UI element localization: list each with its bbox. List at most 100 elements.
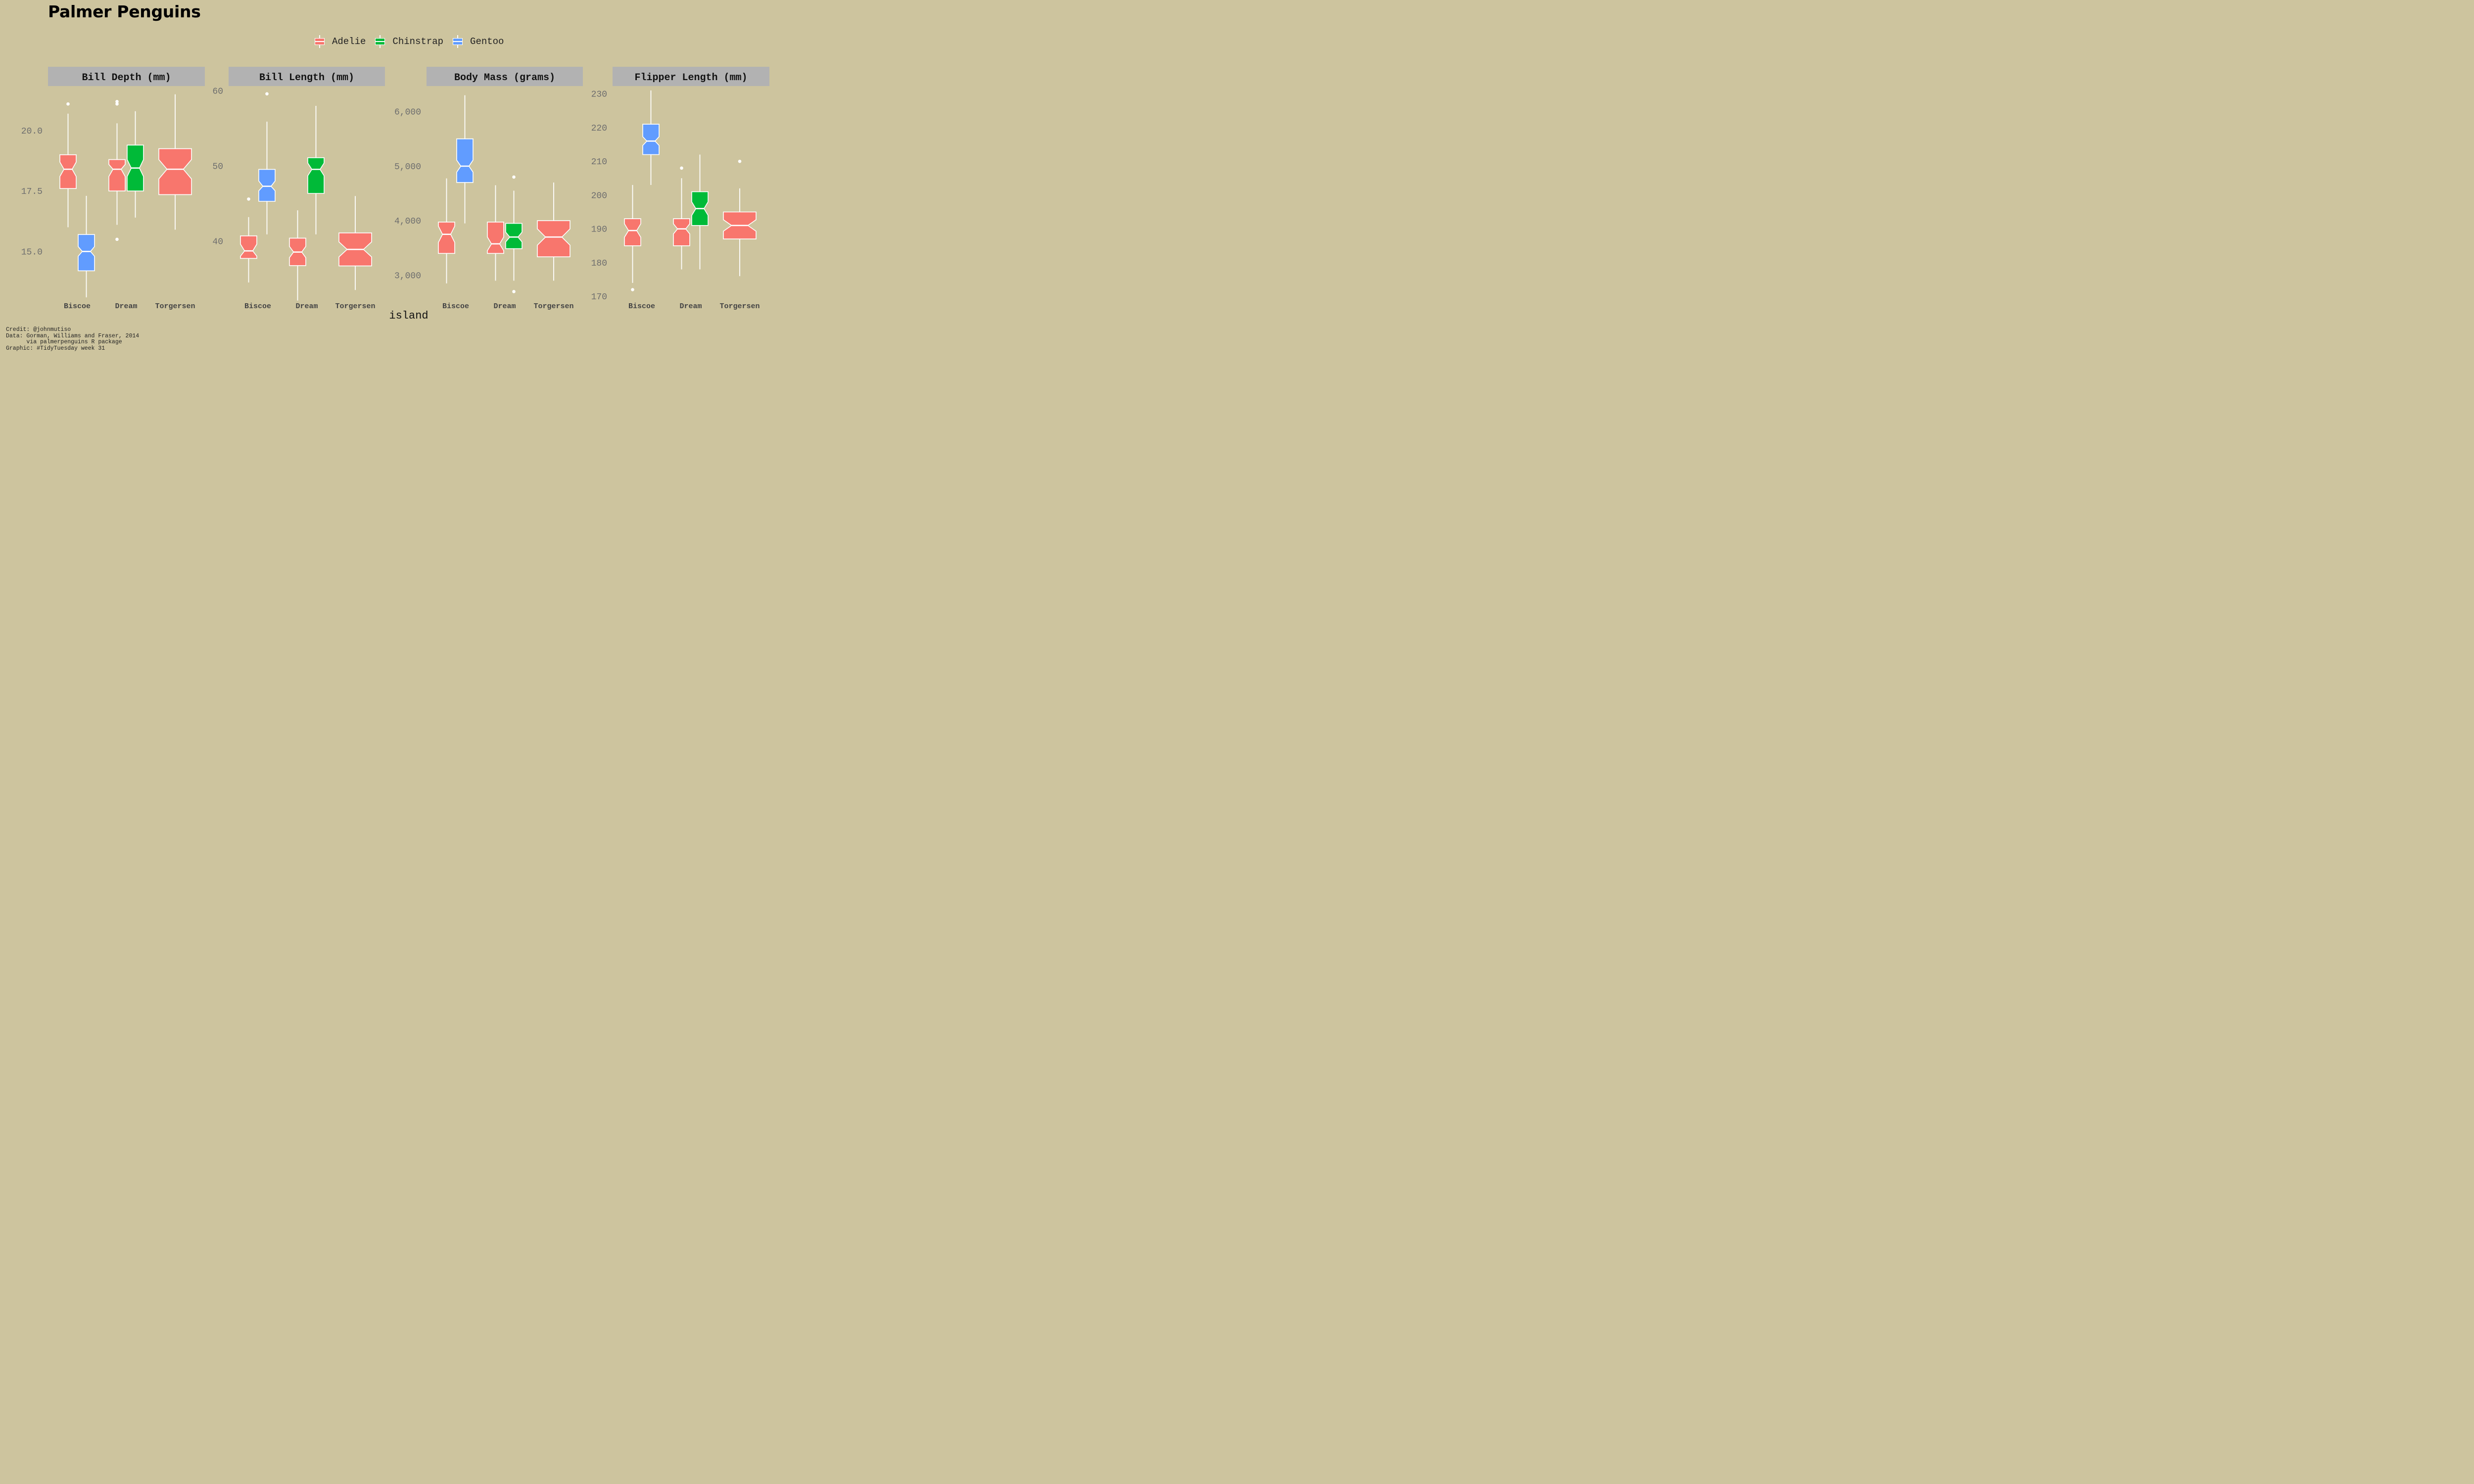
box-biscoe-gentoo bbox=[258, 92, 276, 234]
outlier-point bbox=[247, 197, 250, 201]
box-dream-chinstrap bbox=[307, 105, 325, 234]
caption-line: Credit: @johnmutiso bbox=[6, 326, 71, 333]
y-tick-label: 190 bbox=[591, 225, 607, 235]
box-body bbox=[624, 218, 641, 246]
facet-title: Bill Depth (mm) bbox=[82, 72, 171, 84]
chart-title: Palmer Penguins bbox=[48, 2, 201, 21]
x-tick-label: Dream bbox=[115, 302, 137, 311]
box-dream-chinstrap bbox=[505, 175, 523, 293]
x-tick-label: Biscoe bbox=[628, 302, 655, 311]
legend-key-adelie bbox=[313, 35, 326, 48]
box-torgersen-adelie bbox=[723, 159, 757, 277]
outlier-point bbox=[631, 288, 634, 291]
outlier-point bbox=[66, 102, 70, 106]
x-tick-label: Dream bbox=[679, 302, 702, 311]
y-tick-label: 60 bbox=[212, 87, 223, 97]
legend-item-chinstrap: Chinstrap bbox=[374, 35, 443, 48]
box-biscoe-adelie bbox=[438, 178, 455, 283]
outlier-point bbox=[265, 92, 269, 95]
box-body bbox=[537, 220, 571, 258]
box-body bbox=[78, 234, 95, 272]
box-biscoe-adelie bbox=[240, 197, 257, 283]
box-biscoe-gentoo bbox=[642, 90, 660, 185]
facet-strip bbox=[427, 67, 583, 86]
box-dream-adelie bbox=[289, 210, 306, 301]
box-torgersen-adelie bbox=[338, 196, 372, 290]
outlier-point bbox=[115, 237, 119, 241]
x-tick-label: Biscoe bbox=[442, 302, 469, 311]
box-biscoe-adelie bbox=[624, 185, 641, 291]
legend-label-adelie: Adelie bbox=[332, 36, 366, 47]
x-axis-title: island bbox=[389, 310, 428, 322]
x-tick-label: Torgersen bbox=[719, 302, 760, 311]
legend-label-chinstrap: Chinstrap bbox=[392, 36, 444, 47]
x-tick-label: Dream bbox=[295, 302, 318, 311]
box-body bbox=[456, 138, 474, 183]
facet-title: Bill Length (mm) bbox=[259, 72, 354, 84]
y-tick-label: 220 bbox=[591, 124, 607, 134]
outlier-point bbox=[512, 175, 516, 179]
box-dream-chinstrap bbox=[127, 111, 144, 218]
caption-line: Graphic: #TidyTuesday week 31 bbox=[6, 345, 105, 352]
y-tick-label: 210 bbox=[591, 157, 607, 167]
outlier-point bbox=[115, 102, 119, 106]
outlier-point bbox=[738, 159, 742, 163]
legend-item-gentoo: Gentoo bbox=[451, 35, 504, 48]
y-tick-label: 170 bbox=[591, 292, 607, 302]
box-torgersen-adelie bbox=[537, 182, 571, 281]
box-dream-adelie bbox=[673, 166, 690, 270]
y-tick-label: 4,000 bbox=[394, 217, 421, 227]
x-tick-label: Torgersen bbox=[533, 302, 573, 311]
plot-area: Bill Depth (mm) 15.0 17.5 20.0 Biscoe Dream To… bbox=[21, 67, 769, 311]
box-body bbox=[108, 159, 126, 191]
y-tick-label: 50 bbox=[212, 162, 223, 172]
box-dream-chinstrap bbox=[691, 154, 709, 270]
facet-strip bbox=[613, 67, 769, 86]
box-torgersen-adelie bbox=[158, 94, 192, 230]
box-body bbox=[59, 154, 77, 189]
caption: Credit: @johnmutiso Data: Gorman, William… bbox=[6, 326, 140, 352]
y-tick-label: 200 bbox=[591, 191, 607, 201]
box-body bbox=[307, 157, 325, 194]
y-tick-label: 230 bbox=[591, 90, 607, 100]
y-tick-label: 5,000 bbox=[394, 162, 421, 172]
y-tick-label: 180 bbox=[591, 259, 607, 269]
facet-flipper-length-mm: Flipper Length (mm) 170 180 190 200 210 220 230… bbox=[591, 67, 769, 311]
box-body bbox=[487, 222, 504, 254]
box-dream-adelie bbox=[487, 185, 504, 281]
box-dream-adelie bbox=[108, 100, 126, 241]
box-body bbox=[642, 124, 660, 155]
caption-line: Data: Gorman, Williams and Fraser, 2014 bbox=[6, 332, 140, 339]
facet-body-mass-grams: Body Mass (grams) 3,000 4,000 5,000 6,000 Bis… bbox=[394, 67, 583, 311]
x-tick-label: Torgersen bbox=[335, 302, 375, 311]
y-tick-label: 6,000 bbox=[394, 108, 421, 118]
legend-label-gentoo: Gentoo bbox=[470, 36, 504, 47]
x-tick-label: Biscoe bbox=[244, 302, 271, 311]
chart-figure: Palmer Penguins Adelie Chinstrap Gentoo … bbox=[0, 0, 776, 358]
box-body bbox=[673, 218, 690, 246]
x-tick-label: Torgersen bbox=[155, 302, 195, 311]
box-body bbox=[240, 235, 257, 259]
box-biscoe-gentoo bbox=[78, 195, 95, 298]
outlier-point bbox=[512, 290, 516, 293]
caption-line: via palmerpenguins R package bbox=[6, 339, 122, 346]
y-tick-label: 3,000 bbox=[394, 271, 421, 281]
facet-title: Flipper Length (mm) bbox=[634, 72, 747, 84]
y-tick-label: 17.5 bbox=[21, 187, 43, 197]
legend-key-chinstrap bbox=[374, 35, 386, 48]
y-tick-label: 15.0 bbox=[21, 247, 43, 257]
facet-bill-length-mm: Bill Length (mm) 40 50 60 Biscoe Dream Torgers… bbox=[212, 67, 385, 311]
x-tick-label: Biscoe bbox=[64, 302, 91, 311]
outlier-point bbox=[680, 166, 683, 170]
outlier-point bbox=[115, 100, 119, 103]
facet-strip bbox=[229, 67, 385, 86]
box-body bbox=[158, 148, 192, 195]
legend-key-gentoo bbox=[451, 35, 464, 48]
box-biscoe-gentoo bbox=[456, 95, 474, 224]
box-body bbox=[505, 223, 523, 249]
box-biscoe-adelie bbox=[59, 102, 77, 228]
box-body bbox=[258, 169, 276, 202]
y-tick-label: 20.0 bbox=[21, 127, 43, 137]
legend: Adelie Chinstrap Gentoo bbox=[313, 35, 512, 48]
y-tick-label: 40 bbox=[212, 237, 223, 247]
